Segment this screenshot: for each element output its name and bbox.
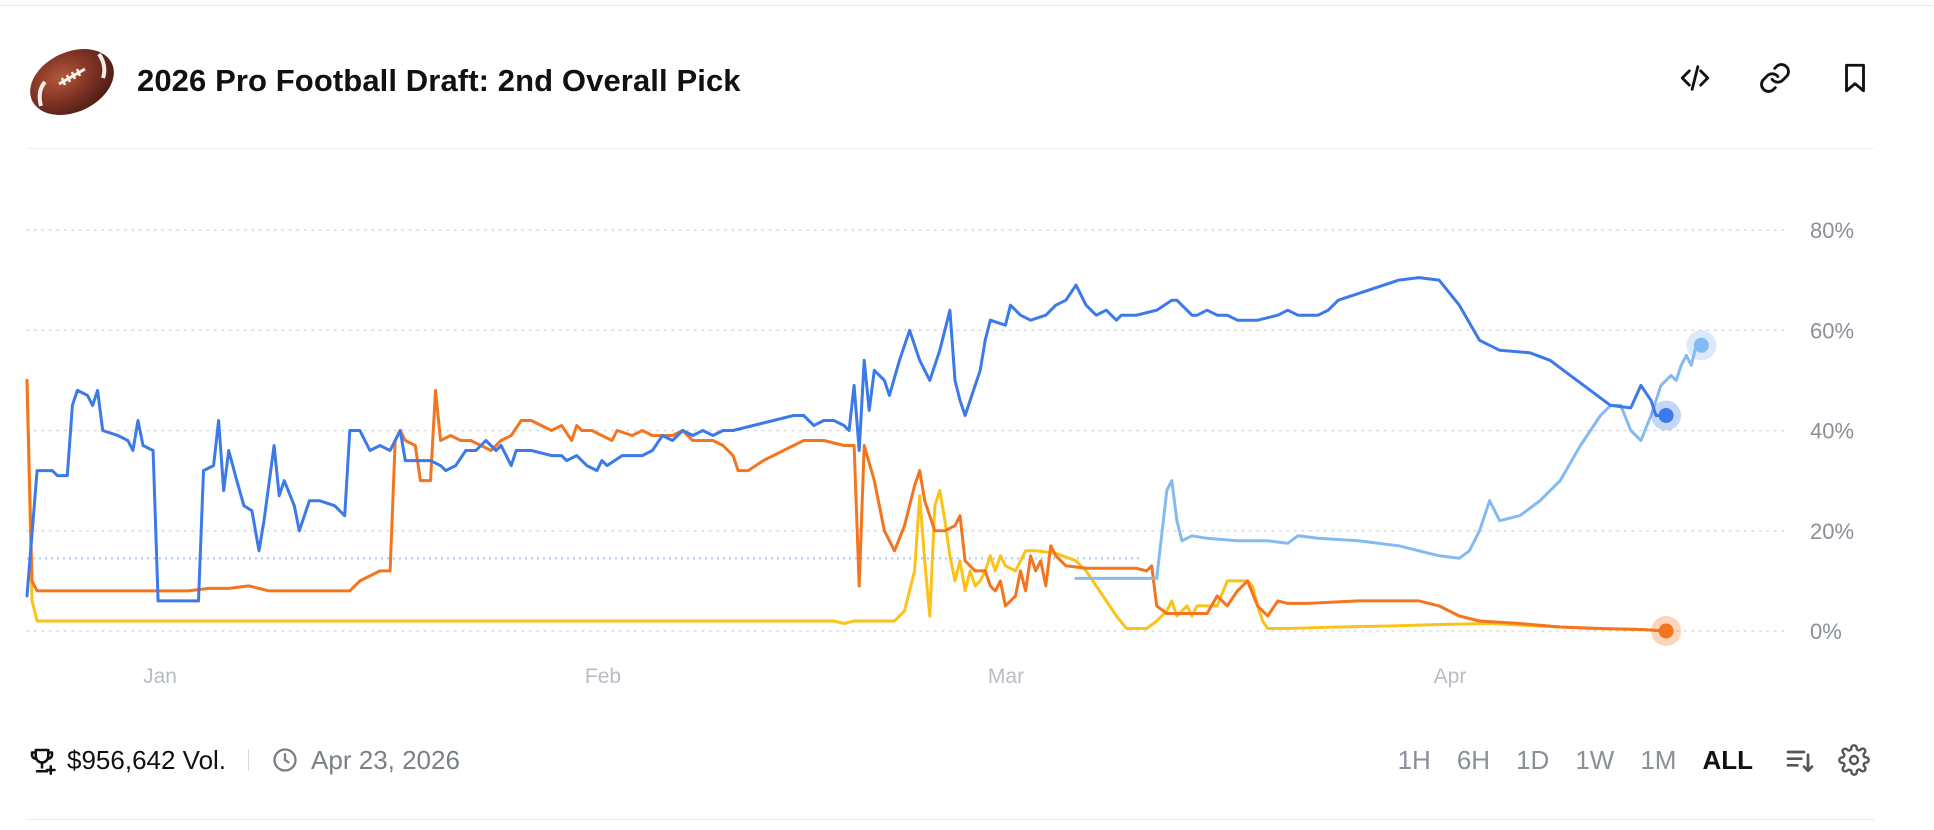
chart-footer: $956,642 Vol. Apr 23, 2026 1H 6H 1D 1W 1… <box>27 735 1874 785</box>
copy-link-button[interactable] <box>1753 56 1797 100</box>
volume-stat: $956,642 Vol. <box>27 745 226 776</box>
y-tick-label: 60% <box>1810 318 1854 343</box>
top-divider <box>0 5 1934 6</box>
time-range-selector: 1H 6H 1D 1W 1M ALL <box>1385 740 1874 780</box>
footer-separator <box>248 749 250 771</box>
end-marker-orange <box>1658 623 1674 639</box>
y-tick-label: 20% <box>1810 519 1854 544</box>
gear-icon <box>1838 744 1870 776</box>
volume-label: $956,642 Vol. <box>67 744 227 775</box>
series-line-light-blue <box>1074 338 1703 580</box>
range-6h[interactable]: 6H <box>1456 744 1491 775</box>
footer-divider <box>27 819 1874 820</box>
header-actions <box>1673 56 1877 100</box>
end-date-label: Apr 23, 2026 <box>311 744 460 775</box>
clock-icon <box>273 748 297 772</box>
range-all[interactable]: ALL <box>1702 744 1753 775</box>
range-1h[interactable]: 1H <box>1397 744 1431 775</box>
series-line-yellow <box>25 378 1668 633</box>
header-divider <box>27 148 1874 149</box>
x-tick-label: Feb <box>585 665 621 688</box>
series-line-blue <box>25 276 1668 603</box>
football-icon <box>30 49 114 115</box>
trophy-icon <box>30 748 56 775</box>
y-tick-label: 40% <box>1810 419 1854 444</box>
embed-icon <box>1680 65 1710 91</box>
bookmark-icon <box>1845 63 1865 93</box>
x-tick-label: Mar <box>988 665 1024 688</box>
range-1w[interactable]: 1W <box>1575 744 1615 775</box>
series-line-orange <box>25 378 1668 633</box>
range-1m[interactable]: 1M <box>1640 744 1677 775</box>
price-chart[interactable]: 80% 60% 40% 20% 0% Jan Feb Mar Apr <box>0 130 1934 700</box>
x-tick-label: Jan <box>143 665 177 688</box>
y-tick-label: 80% <box>1810 218 1854 243</box>
range-1d[interactable]: 1D <box>1516 744 1550 775</box>
y-tick-label: 0% <box>1810 619 1842 644</box>
end-marker-light-blue <box>1693 337 1709 353</box>
sort-button[interactable] <box>1780 740 1820 780</box>
end-marker-blue <box>1658 407 1674 423</box>
market-header: 2026 Pro Football Draft: 2nd Overall Pic… <box>27 36 1877 126</box>
end-date: Apr 23, 2026 <box>271 745 460 776</box>
embed-button[interactable] <box>1673 56 1717 100</box>
x-tick-label: Apr <box>1434 665 1467 688</box>
link-icon <box>1760 63 1790 93</box>
page-title: 2026 Pro Football Draft: 2nd Overall Pic… <box>137 63 741 98</box>
sort-icon <box>1786 750 1814 772</box>
settings-button[interactable] <box>1834 740 1874 780</box>
bookmark-button[interactable] <box>1833 56 1877 100</box>
